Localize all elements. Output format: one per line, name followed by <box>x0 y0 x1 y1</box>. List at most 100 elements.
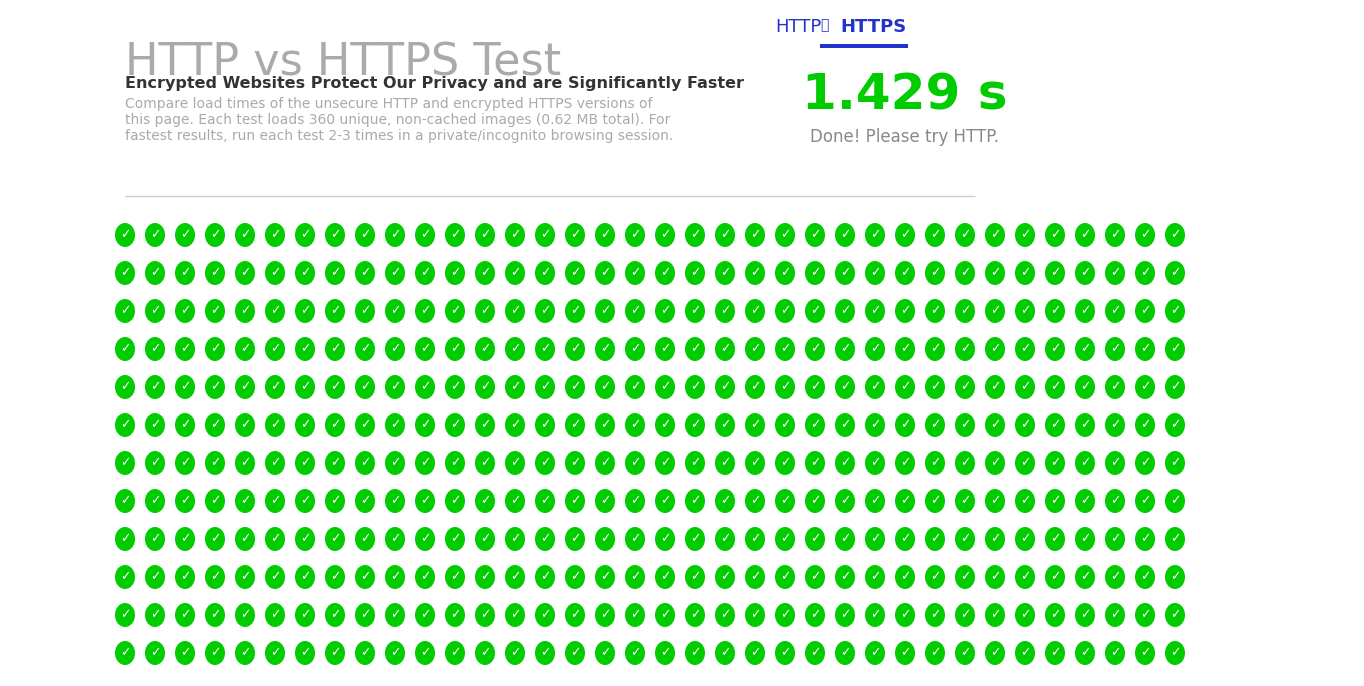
Text: ✓: ✓ <box>900 608 910 622</box>
Ellipse shape <box>895 603 915 627</box>
Ellipse shape <box>955 527 975 551</box>
Text: ✓: ✓ <box>1020 342 1030 355</box>
Ellipse shape <box>805 527 825 551</box>
Text: ✓: ✓ <box>1140 342 1150 355</box>
Text: ✓: ✓ <box>420 228 430 241</box>
Text: ✓: ✓ <box>750 342 760 355</box>
Text: ✓: ✓ <box>150 646 160 659</box>
Ellipse shape <box>265 299 285 323</box>
Ellipse shape <box>325 489 345 513</box>
Text: ✓: ✓ <box>600 608 610 622</box>
Ellipse shape <box>1135 565 1155 589</box>
Ellipse shape <box>715 375 735 399</box>
Ellipse shape <box>415 565 435 589</box>
Text: ✓: ✓ <box>1140 266 1150 279</box>
Text: ✓: ✓ <box>660 532 670 545</box>
Text: ✓: ✓ <box>480 571 490 584</box>
Text: ✓: ✓ <box>690 608 700 622</box>
Ellipse shape <box>385 603 405 627</box>
Ellipse shape <box>1015 565 1035 589</box>
Text: ✓: ✓ <box>690 646 700 659</box>
Ellipse shape <box>715 451 735 475</box>
Ellipse shape <box>175 413 195 437</box>
Text: ✓: ✓ <box>390 266 400 279</box>
Ellipse shape <box>655 565 675 589</box>
Text: ✓: ✓ <box>180 342 190 355</box>
Ellipse shape <box>895 527 915 551</box>
Ellipse shape <box>685 489 705 513</box>
Ellipse shape <box>175 527 195 551</box>
Ellipse shape <box>865 489 885 513</box>
Ellipse shape <box>325 223 345 247</box>
Text: ✓: ✓ <box>180 381 190 394</box>
Text: ✓: ✓ <box>1170 228 1180 241</box>
Ellipse shape <box>475 261 495 285</box>
Ellipse shape <box>475 375 495 399</box>
Text: ✓: ✓ <box>540 608 550 622</box>
Ellipse shape <box>1165 413 1185 437</box>
Text: this page. Each test loads 360 unique, non-cached images (0.62 MB total). For: this page. Each test loads 360 unique, n… <box>125 113 670 127</box>
Ellipse shape <box>595 489 615 513</box>
Ellipse shape <box>415 451 435 475</box>
Text: ✓: ✓ <box>390 228 400 241</box>
Ellipse shape <box>535 641 555 665</box>
Text: ✓: ✓ <box>1020 646 1030 659</box>
Ellipse shape <box>1105 641 1125 665</box>
Ellipse shape <box>775 565 795 589</box>
Text: ✓: ✓ <box>810 532 820 545</box>
Ellipse shape <box>895 489 915 513</box>
Text: ✓: ✓ <box>750 381 760 394</box>
Text: ✓: ✓ <box>450 571 460 584</box>
Text: ✓: ✓ <box>150 418 160 431</box>
Ellipse shape <box>145 337 165 361</box>
Text: ✓: ✓ <box>960 495 970 508</box>
Text: ✓: ✓ <box>270 456 280 469</box>
Text: ✓: ✓ <box>420 305 430 318</box>
Ellipse shape <box>115 451 135 475</box>
Text: ✓: ✓ <box>810 418 820 431</box>
Text: ✓: ✓ <box>420 495 430 508</box>
Text: ✓: ✓ <box>780 342 790 355</box>
Text: ✓: ✓ <box>840 228 850 241</box>
Ellipse shape <box>1075 375 1095 399</box>
Ellipse shape <box>745 527 765 551</box>
Text: ✓: ✓ <box>210 228 220 241</box>
Ellipse shape <box>1075 527 1095 551</box>
Ellipse shape <box>535 299 555 323</box>
Text: ✓: ✓ <box>300 532 310 545</box>
Ellipse shape <box>1135 375 1155 399</box>
Ellipse shape <box>415 223 435 247</box>
Text: Compare load times of the unsecure HTTP and encrypted HTTPS versions of: Compare load times of the unsecure HTTP … <box>125 97 652 111</box>
Ellipse shape <box>685 223 705 247</box>
Ellipse shape <box>655 451 675 475</box>
Text: ✓: ✓ <box>300 608 310 622</box>
Ellipse shape <box>505 451 525 475</box>
Ellipse shape <box>985 489 1005 513</box>
Ellipse shape <box>445 451 465 475</box>
Text: ✓: ✓ <box>600 266 610 279</box>
Text: ✓: ✓ <box>1140 418 1150 431</box>
Text: Encrypted Websites Protect Our Privacy and are Significantly Faster: Encrypted Websites Protect Our Privacy a… <box>125 76 743 91</box>
Text: ✓: ✓ <box>1110 266 1120 279</box>
Ellipse shape <box>265 641 285 665</box>
Text: ✓: ✓ <box>960 456 970 469</box>
Text: ✓: ✓ <box>870 342 880 355</box>
Ellipse shape <box>1105 261 1125 285</box>
Text: ✓: ✓ <box>240 266 250 279</box>
Ellipse shape <box>625 337 645 361</box>
Text: ✓: ✓ <box>810 228 820 241</box>
Ellipse shape <box>1015 375 1035 399</box>
Ellipse shape <box>355 641 375 665</box>
Text: ✓: ✓ <box>1020 381 1030 394</box>
Ellipse shape <box>1015 261 1035 285</box>
Ellipse shape <box>1075 603 1095 627</box>
Text: ✓: ✓ <box>870 532 880 545</box>
Text: ✓: ✓ <box>780 228 790 241</box>
Text: ✓: ✓ <box>390 342 400 355</box>
Text: ✓: ✓ <box>780 571 790 584</box>
Bar <box>820 44 908 48</box>
Ellipse shape <box>175 565 195 589</box>
Text: ✓: ✓ <box>450 456 460 469</box>
Text: ✓: ✓ <box>990 456 1000 469</box>
Ellipse shape <box>595 565 615 589</box>
